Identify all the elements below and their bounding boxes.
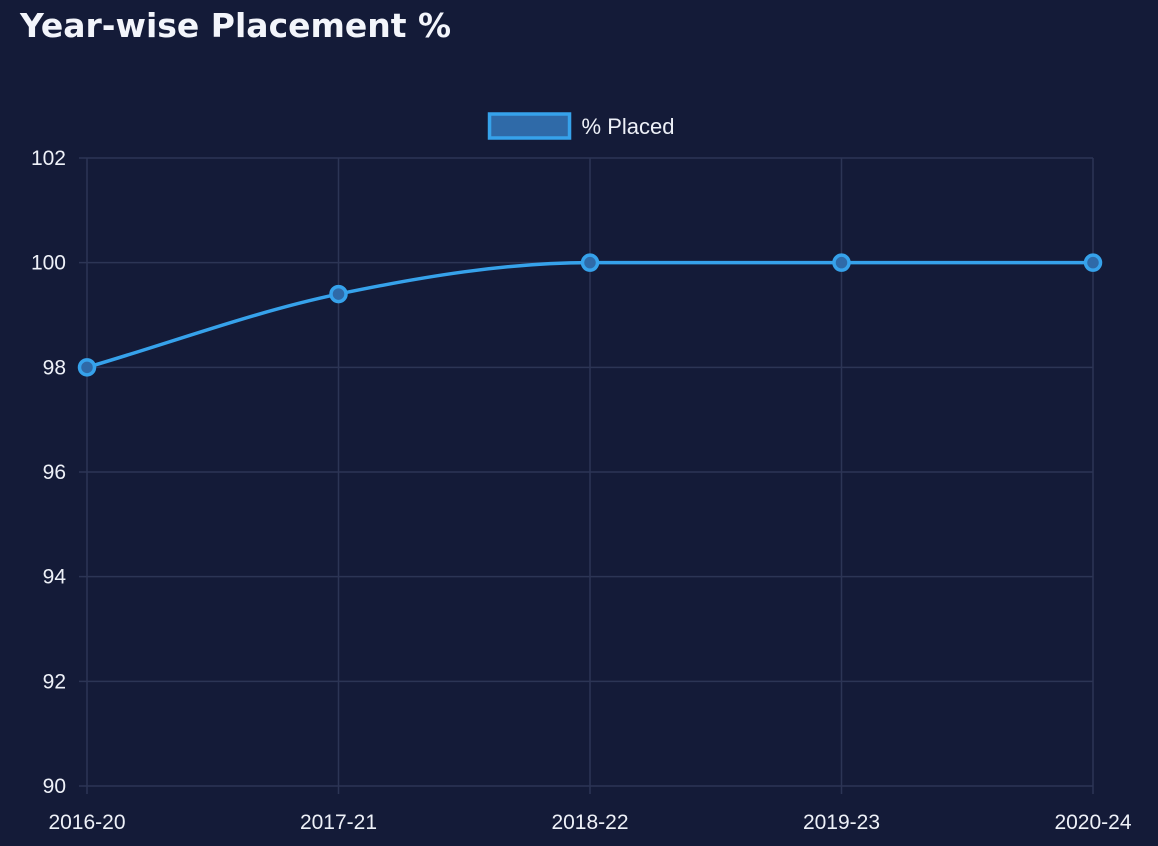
x-axis: 2016-20 2017-21 2018-22 2019-23 2020-24: [48, 811, 1131, 834]
legend-swatch[interactable]: [487, 112, 572, 140]
y-tick-label: 102: [31, 147, 66, 170]
y-tick-label: 90: [43, 775, 66, 798]
grid-lines: [79, 157, 1094, 794]
y-tick-label: 92: [43, 670, 66, 693]
page-title: Year-wise Placement %: [20, 6, 452, 45]
legend[interactable]: % Placed: [487, 112, 675, 140]
data-point[interactable]: [77, 358, 97, 377]
x-tick-label: 2019-23: [803, 811, 880, 834]
y-tick-label: 94: [43, 566, 67, 589]
y-tick-label: 98: [43, 356, 66, 379]
x-tick-label: 2017-21: [300, 811, 377, 834]
y-tick-label: 96: [43, 461, 66, 484]
x-tick-label: 2020-24: [1054, 811, 1131, 834]
x-tick-label: 2018-22: [551, 811, 628, 834]
x-tick-label: 2016-20: [48, 811, 125, 834]
data-point[interactable]: [1083, 253, 1103, 272]
data-point[interactable]: [329, 284, 348, 304]
series-layer: [77, 253, 1103, 377]
data-point[interactable]: [580, 253, 600, 272]
data-point[interactable]: [832, 253, 851, 272]
legend-label[interactable]: % Placed: [582, 114, 675, 139]
y-tick-label: 100: [31, 252, 66, 275]
y-axis: 90 92 94 96 98 100 102: [31, 147, 66, 798]
